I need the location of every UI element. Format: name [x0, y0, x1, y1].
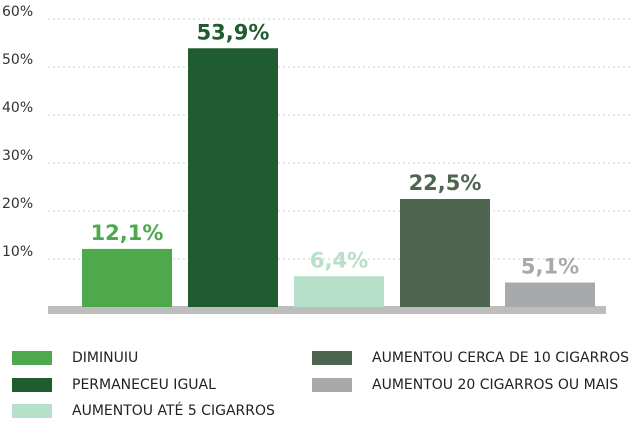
- y-tick-label: 20%: [2, 196, 33, 212]
- bar: [294, 276, 384, 307]
- legend-swatch: [312, 351, 352, 365]
- value-label: 5,1%: [521, 255, 579, 279]
- legend-label: AUMENTOU ATÉ 5 CIGARROS: [72, 402, 275, 419]
- legend-label: DIMINUIU: [72, 350, 138, 366]
- legend-swatch: [12, 351, 52, 365]
- value-label: 12,1%: [91, 221, 164, 245]
- legend-label: AUMENTOU 20 CIGARROS OU MAIS: [372, 377, 618, 393]
- legend-label: AUMENTOU CERCA DE 10 CIGARROS: [372, 350, 629, 366]
- y-tick-label: 50%: [2, 52, 33, 68]
- bar: [400, 199, 490, 307]
- bar: [188, 48, 278, 307]
- legend-swatch: [12, 404, 52, 418]
- bar: [82, 248, 172, 307]
- bar: [505, 282, 595, 307]
- y-tick-label: 30%: [2, 148, 33, 164]
- value-label: 6,4%: [310, 248, 368, 272]
- legend-swatch: [312, 378, 352, 392]
- value-label: 22,5%: [409, 171, 482, 195]
- y-tick-label: 60%: [2, 4, 33, 20]
- value-label: 53,9%: [197, 20, 270, 44]
- y-tick-label: 40%: [2, 100, 33, 116]
- y-tick-label: 10%: [2, 244, 33, 260]
- legend-label: PERMANECEU IGUAL: [72, 377, 216, 393]
- legend-swatch: [12, 378, 52, 392]
- axis-base: [48, 306, 606, 314]
